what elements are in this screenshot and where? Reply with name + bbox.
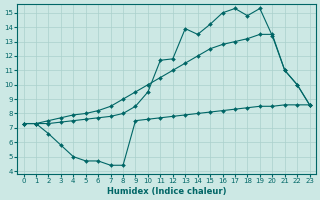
X-axis label: Humidex (Indice chaleur): Humidex (Indice chaleur) [107,187,226,196]
